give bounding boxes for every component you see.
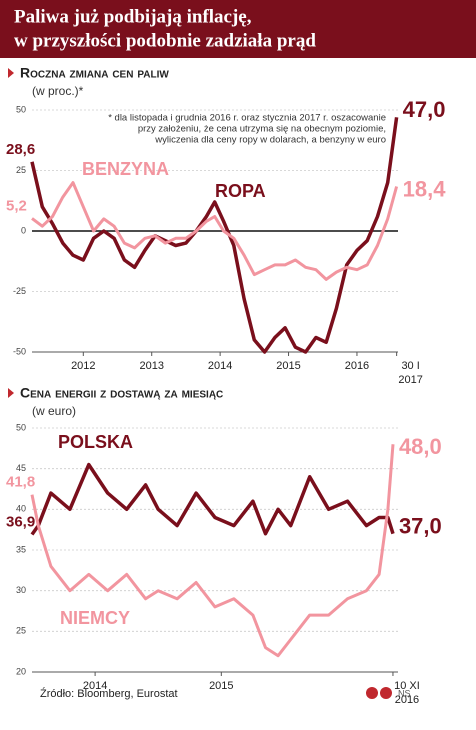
y-tick-label: 40 <box>16 504 26 514</box>
value-label: 18,4 <box>403 176 447 201</box>
y-tick-label: 20 <box>16 666 26 676</box>
source: Źródło: Bloomberg, Eurostat <box>40 687 178 700</box>
x-tick-label: 2012 <box>71 360 95 372</box>
series-name: NIEMCY <box>60 608 130 628</box>
x-tick-label: 2014 <box>83 680 107 692</box>
note: wyliczenia dla ceny ropy w dolarach, a b… <box>154 135 386 146</box>
chart-subtitle: (w euro) <box>32 404 76 418</box>
y-tick-label: 50 <box>16 104 26 114</box>
x-tick-label: 30 I 2017 <box>398 360 422 386</box>
note: * dla listopada i grudnia 2016 r. oraz s… <box>108 113 386 124</box>
title-marker <box>8 388 14 398</box>
value-label: 47,0 <box>403 97 446 122</box>
series-name: ROPA <box>215 181 266 201</box>
series-line <box>30 117 399 354</box>
series-name: POLSKA <box>58 432 133 452</box>
chart-title: Roczna zmiana cen paliw <box>20 65 169 81</box>
value-label: 5,2 <box>6 197 27 214</box>
header-title: w przyszłości podobnie zadziała prąd <box>14 30 316 51</box>
logo <box>366 687 378 699</box>
header-title: Paliwa już podbijają inflację, <box>14 6 252 27</box>
y-tick-label: 30 <box>16 585 26 595</box>
x-tick-label: 10 XI 2016 <box>394 680 420 706</box>
logo <box>380 687 392 699</box>
y-tick-label: -50 <box>13 346 26 356</box>
y-tick-label: 35 <box>16 544 26 554</box>
value-label: 28,6 <box>6 141 35 158</box>
chart-subtitle: (w proc.)* <box>32 84 84 98</box>
series-line <box>31 181 399 281</box>
series-line <box>30 462 395 536</box>
y-tick-label: 0 <box>21 225 26 235</box>
note: przy założeniu, że cena utrzyma się na o… <box>138 124 386 135</box>
y-tick-label: 45 <box>16 463 26 473</box>
value-label: 36,9 <box>6 514 35 531</box>
series-line <box>30 444 395 658</box>
header-band <box>0 0 476 58</box>
x-tick-label: 2014 <box>208 360 232 372</box>
value-label: 41,8 <box>6 474 35 491</box>
x-tick-label: 2016 <box>345 360 369 372</box>
y-tick-label: 25 <box>16 626 26 636</box>
series-name: BENZYNA <box>82 159 169 179</box>
value-label: 37,0 <box>399 514 442 539</box>
title-marker <box>8 68 14 78</box>
y-tick-label: 25 <box>16 165 26 175</box>
chart-title: Cena energii z dostawą za miesiąc <box>20 385 223 401</box>
credit: NS <box>398 688 411 698</box>
value-label: 48,0 <box>399 434 442 459</box>
x-tick-label: 2015 <box>276 360 300 372</box>
x-tick-label: 2013 <box>139 360 163 372</box>
x-tick-label: 2015 <box>209 680 233 692</box>
y-tick-label: 50 <box>16 422 26 432</box>
y-tick-label: -25 <box>13 286 26 296</box>
